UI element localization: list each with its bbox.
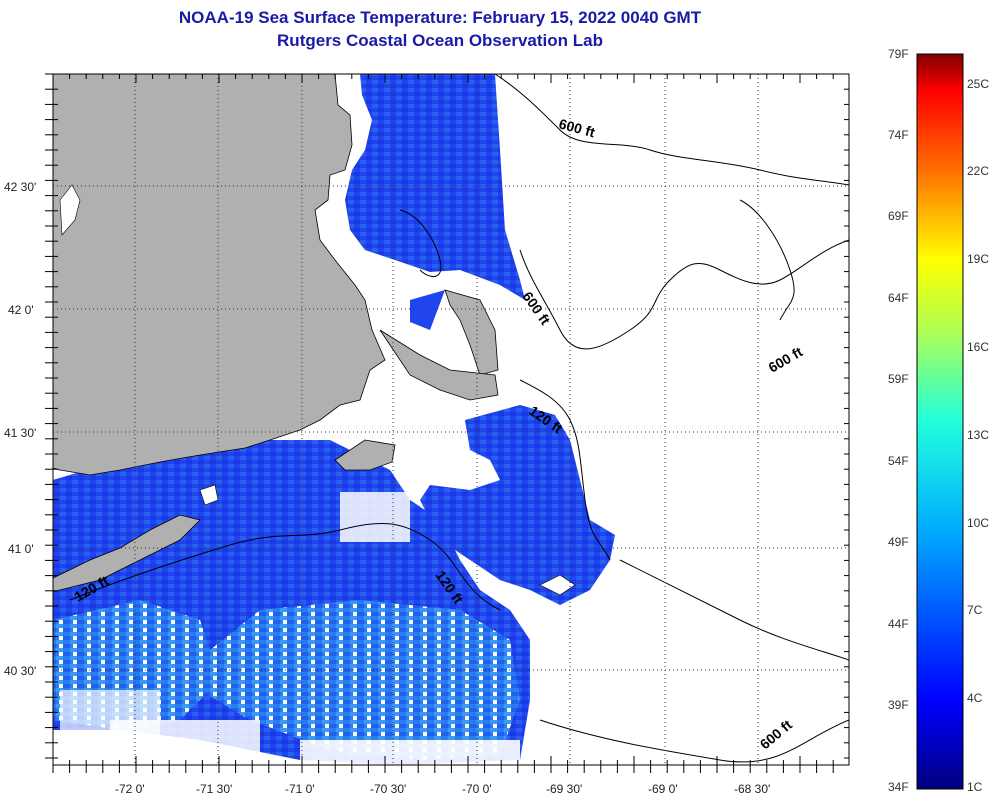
lat-label: 42 30': [4, 180, 36, 194]
colorbar-f-label: 69F: [888, 209, 909, 223]
temperature-colorbar: [916, 53, 964, 790]
axis-ticks: [45, 73, 849, 773]
bathymetry-contours: [69, 74, 849, 763]
lat-label: 41 30': [4, 426, 36, 440]
map-title: NOAA-19 Sea Surface Temperature: Februar…: [178, 8, 702, 27]
colorbar-f-label: 59F: [888, 372, 909, 386]
colorbar-f-label: 44F: [888, 617, 909, 631]
lat-label: 41 0': [8, 542, 34, 556]
colorbar-c-label: 13C: [967, 428, 990, 442]
graticule: [53, 74, 849, 765]
colorbar-f-label: 54F: [888, 454, 909, 468]
colorbar-c-label: 10C: [967, 516, 990, 530]
lon-label: -72 0': [115, 782, 145, 796]
lon-label: -68 30': [734, 782, 770, 796]
lon-axis-labels: -72 0' -71 30' -71 0' -70 30' -70 0' -69…: [115, 782, 770, 796]
lat-label: 42 0': [8, 303, 34, 317]
colorbar-f-label: 64F: [888, 291, 909, 305]
lon-label: -71 30': [196, 782, 232, 796]
colorbar-c-label: 1C: [967, 780, 983, 794]
lon-label: -69 0': [648, 782, 678, 796]
lon-label: -70 30': [370, 782, 406, 796]
map-subtitle: Rutgers Coastal Ocean Observation Lab: [277, 31, 603, 50]
colorbar-c-label: 16C: [967, 340, 990, 354]
lon-label: -70 0': [462, 782, 492, 796]
colorbar-c-label: 4C: [967, 691, 983, 705]
lat-label: 40 30': [4, 664, 36, 678]
lon-label: -71 0': [285, 782, 315, 796]
islands: [59, 184, 576, 596]
colorbar-c-label: 7C: [967, 603, 983, 617]
colorbar-f-label: 34F: [888, 780, 909, 794]
colorbar-f-label: 49F: [888, 535, 909, 549]
lat-axis-labels: 42 30' 42 0' 41 30' 41 0' 40 30': [4, 180, 36, 678]
colorbar-f-label: 74F: [888, 128, 909, 142]
colorbar-c-label: 22C: [967, 164, 990, 178]
colorbar-f-label: 79F: [888, 47, 909, 61]
colorbar-c-label: 25C: [967, 77, 990, 91]
colorbar-f-label: 39F: [888, 698, 909, 712]
map-plot-area: 600 ft 600 ft 600 ft 600 ft 120 ft 120 f…: [53, 74, 849, 765]
lon-label: -69 30': [546, 782, 582, 796]
colorbar-c-label: 19C: [967, 252, 990, 266]
